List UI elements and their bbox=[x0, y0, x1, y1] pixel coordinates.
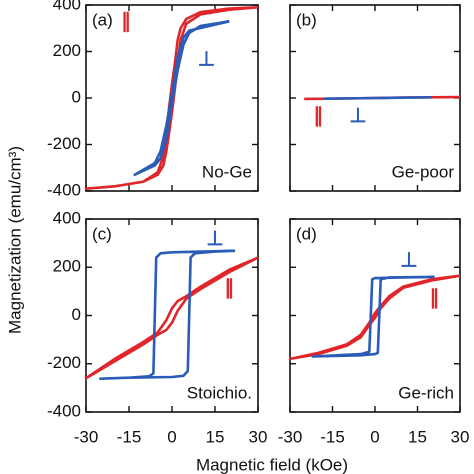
y-axis-title: Magnetization (emu/cm³) bbox=[5, 146, 24, 334]
y-tick-label: 400 bbox=[53, 0, 81, 13]
y-tick-label: -400 bbox=[47, 401, 81, 420]
y-tick-label: -200 bbox=[47, 353, 81, 372]
y-tick-label: 0 bbox=[72, 305, 81, 324]
x-tick-label: -15 bbox=[117, 427, 142, 446]
y-tick-label: 200 bbox=[53, 257, 81, 276]
x-tick-label: 15 bbox=[206, 427, 225, 446]
x-tick-label: 0 bbox=[167, 427, 176, 446]
panel-annotation: No-Ge bbox=[202, 162, 252, 181]
loop-curve bbox=[288, 274, 461, 361]
x-tick-label: -30 bbox=[74, 427, 99, 446]
series-label: ∥ bbox=[430, 287, 440, 309]
series-label: ⊥ bbox=[400, 250, 417, 272]
x-tick-label: 15 bbox=[408, 427, 427, 446]
series-label: ∥ bbox=[313, 105, 323, 127]
x-tick-label: 30 bbox=[249, 427, 268, 446]
panel-annotation: Ge-rich bbox=[398, 383, 454, 402]
loop-curve bbox=[311, 275, 435, 358]
x-tick-label: 0 bbox=[370, 427, 379, 446]
y-tick-label: 200 bbox=[53, 41, 81, 60]
panel-annotation: Ge-poor bbox=[392, 162, 455, 181]
loop-curve bbox=[84, 256, 259, 380]
loop-curve bbox=[133, 20, 230, 176]
panel-annotation: Stoichio. bbox=[187, 383, 252, 402]
loop-curve bbox=[99, 249, 236, 380]
panel-label: (a) bbox=[92, 10, 113, 29]
y-tick-label: 0 bbox=[72, 87, 81, 106]
x-tick-label: 30 bbox=[451, 427, 470, 446]
x-tick-label: -15 bbox=[320, 427, 345, 446]
series-label: ∥ bbox=[121, 10, 131, 32]
panel-label: (b) bbox=[296, 10, 317, 29]
y-tick-label: 400 bbox=[53, 208, 81, 227]
x-tick-label: -30 bbox=[278, 427, 303, 446]
series-label: ∥ bbox=[224, 277, 234, 299]
series-label: ⊥ bbox=[349, 105, 366, 127]
series-label: ⊥ bbox=[206, 228, 223, 250]
panel-label: (d) bbox=[296, 224, 317, 243]
loop-curve bbox=[323, 96, 432, 100]
y-tick-label: -200 bbox=[47, 134, 81, 153]
panel-label: (c) bbox=[92, 224, 112, 243]
series-label: ⊥ bbox=[198, 48, 215, 70]
x-axis-title: Magnetic field (kOe) bbox=[196, 455, 348, 474]
y-tick-label: -400 bbox=[47, 180, 81, 199]
